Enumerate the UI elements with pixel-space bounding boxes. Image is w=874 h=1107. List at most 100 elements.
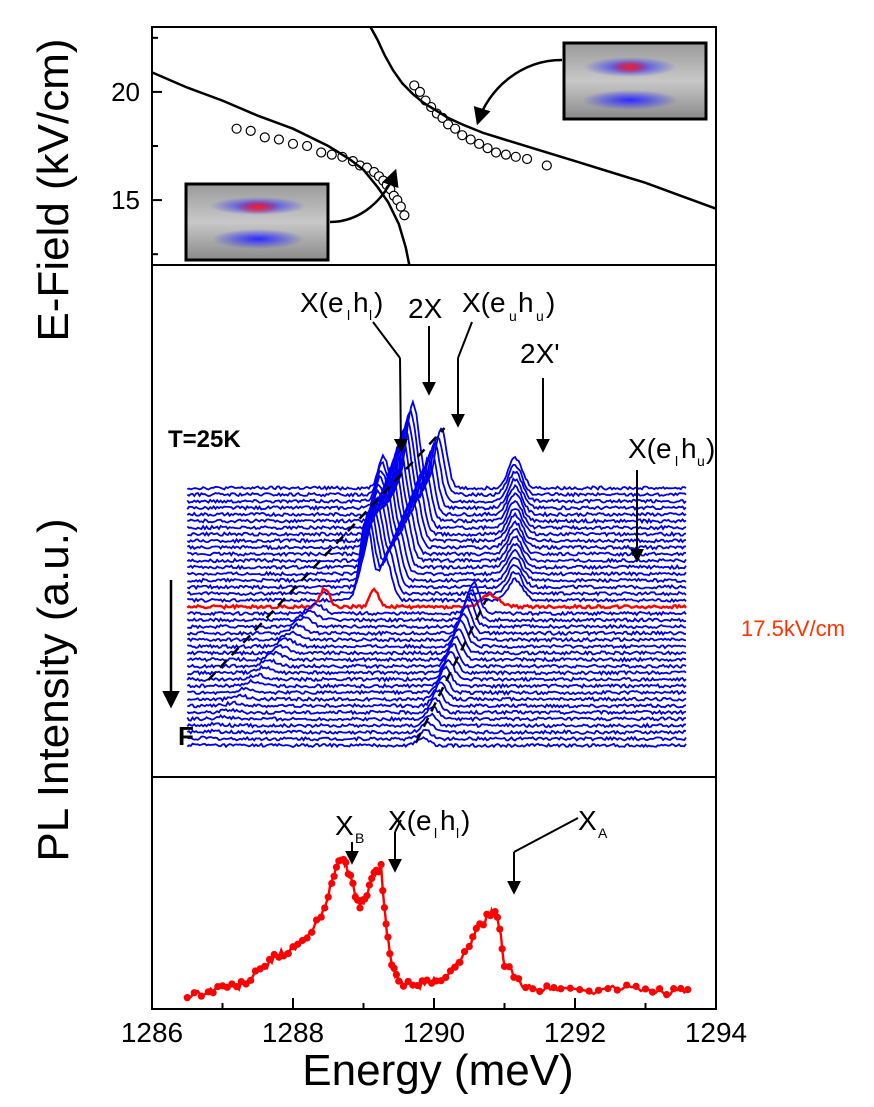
pl-spectrum-point — [386, 950, 394, 958]
pl-spectrum-point — [379, 886, 387, 895]
spectrum-line — [186, 410, 687, 498]
label-Xeuhu-close: ) — [546, 287, 555, 318]
field-point — [500, 149, 512, 160]
pl-spectrum-point — [498, 945, 506, 953]
inset-arrow-left — [329, 168, 399, 224]
spectrum-line — [186, 489, 687, 564]
field-point — [302, 140, 313, 152]
spectrum-line — [186, 432, 687, 518]
spectrum-line — [186, 604, 687, 637]
label-Xelhl-bottom-h: h — [440, 805, 456, 836]
x-tick-label: 1294 — [685, 1017, 747, 1048]
x-tick-label: 1288 — [262, 1017, 324, 1048]
spectrum-line — [186, 427, 687, 511]
spectrum-line — [187, 595, 687, 630]
pl-spectrum-point — [536, 987, 544, 996]
pl-spectrum-point — [522, 983, 530, 992]
pl-spectrum-point — [356, 904, 364, 912]
spectrum-line — [187, 635, 687, 663]
inset-image-left — [184, 182, 330, 262]
pl-spectrum-point — [209, 989, 217, 997]
spectrum-line — [187, 675, 687, 696]
middle-panel-arrows — [162, 321, 644, 709]
spectrum-line — [187, 495, 687, 571]
spectrum-line — [186, 721, 687, 736]
peak-trend-dashed-line — [207, 427, 446, 681]
field-curve-3 — [369, 26, 717, 210]
pl-spectrum-point — [330, 872, 338, 880]
label-F: F — [178, 721, 194, 751]
label-Xelhl-X: X(e — [300, 287, 344, 318]
field-point — [414, 86, 425, 98]
field-point — [457, 130, 468, 141]
spectrum-line — [187, 651, 687, 676]
top-panel-plot — [151, 26, 717, 266]
label-Xelhu-sub1: l — [675, 453, 678, 469]
pl-spectrum-point — [604, 985, 612, 993]
pl-spectrum-point — [349, 879, 357, 887]
bottom-panel-arrows — [345, 817, 579, 895]
pl-spectrum-point — [663, 991, 671, 999]
label-Xelhl-sub1: l — [347, 307, 350, 323]
pl-spectrum-point — [324, 893, 332, 901]
pl-spectrum-point — [648, 988, 657, 996]
spectrum-line-highlight — [186, 586, 687, 611]
label-Xeuhu-h: h — [518, 287, 534, 318]
pl-spectrum-point — [557, 985, 565, 993]
pl-spectrum-point — [479, 921, 487, 929]
spectrum-line — [186, 642, 687, 670]
spectrum-line — [187, 728, 687, 742]
pl-spectrum-point — [365, 881, 373, 889]
spectrum-line — [186, 465, 687, 545]
middle-panel-plot — [186, 398, 687, 749]
pl-spectrum-point — [190, 989, 198, 997]
spectrum-line — [186, 500, 687, 577]
pl-spectrum-point — [684, 986, 692, 994]
field-point — [409, 80, 420, 91]
pl-spectrum-point — [395, 977, 403, 985]
pl-spectrum-point — [505, 963, 513, 971]
field-point — [231, 123, 242, 134]
field-point — [490, 147, 502, 158]
pl-spectrum-point — [550, 983, 558, 992]
pl-spectrum-point — [491, 907, 499, 916]
pl-spectrum-point — [456, 958, 464, 966]
x-axis-label: Energy (meV) — [302, 1046, 573, 1095]
field-point — [245, 125, 256, 136]
y-axis-label-top: E-Field (kV/cm) — [29, 38, 78, 341]
label-Xelhu-close: ) — [706, 433, 715, 464]
spectrum-line — [186, 589, 687, 624]
label-Xelhu-h: h — [681, 433, 697, 464]
label-Xelhl-h: h — [353, 287, 369, 318]
spectrum-line — [187, 503, 687, 584]
pl-spectrum-point — [368, 874, 376, 883]
label-temperature: T=25K — [168, 426, 241, 453]
pl-spectrum-point — [321, 904, 329, 912]
field-point — [541, 160, 552, 171]
pl-spectrum-point — [317, 913, 325, 921]
pl-spectrum-point — [469, 933, 477, 941]
pl-spectrum-point — [303, 934, 311, 942]
label-Xelhl-bottom-sub1: l — [434, 825, 437, 841]
label-XA: X — [578, 805, 597, 836]
inset-arrow-right — [473, 58, 563, 126]
field-point — [316, 147, 327, 158]
pl-spectrum-point — [183, 994, 191, 1002]
pl-spectrum-point — [515, 975, 523, 983]
label-Xelhl-bottom-sub2: l — [456, 825, 459, 841]
field-curve-2 — [151, 71, 411, 266]
pl-spectrum-line — [187, 856, 689, 999]
pl-spectrum-point — [363, 892, 371, 900]
spectrum-line — [186, 415, 687, 505]
pl-spectrum-point — [641, 985, 650, 993]
middle-panel-annotations: X(e l h l ) 2X X(e u h u ) 2X' X(e l h u… — [168, 287, 845, 751]
pl-spectrum-point — [384, 933, 392, 941]
label-Xeuhu-X: X(e — [462, 287, 506, 318]
label-highlight-field: 17.5kV/cm — [741, 616, 845, 641]
spectrum-line — [186, 628, 687, 657]
spectrum-line — [187, 458, 687, 538]
spectrum-line — [186, 658, 687, 683]
spectrum-line — [187, 398, 687, 491]
field-point — [450, 123, 461, 134]
